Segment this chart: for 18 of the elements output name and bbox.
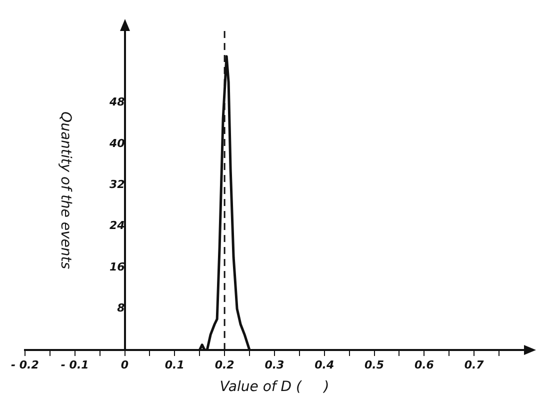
y-axis-title: Quantity of the events [57,112,74,270]
x-tick-label: 0.5 [364,358,384,372]
x-tick-label: - 0.1 [60,358,89,372]
x-tick-label: 0 [120,358,129,372]
y-tick-label: 8 [117,302,126,315]
x-axis-title: Value of D ( ) [220,379,330,396]
x-tick-label: - 0.2 [10,358,40,372]
y-tick-label: 24 [109,219,125,232]
x-tick-label: 0.7 [464,358,484,372]
x-tick-label: 0.4 [314,358,334,372]
x-tick-label: 0.6 [414,358,434,372]
x-tick-label: 0.3 [264,358,285,372]
y-tick-label: 16 [109,260,126,274]
y-tick-label: 48 [108,96,126,109]
y-tick-label: 40 [108,136,126,150]
x-tick-label: 0.2 [214,358,235,372]
y-tick-label: 32 [109,178,126,192]
x-tick-label: 0.1 [164,358,184,372]
